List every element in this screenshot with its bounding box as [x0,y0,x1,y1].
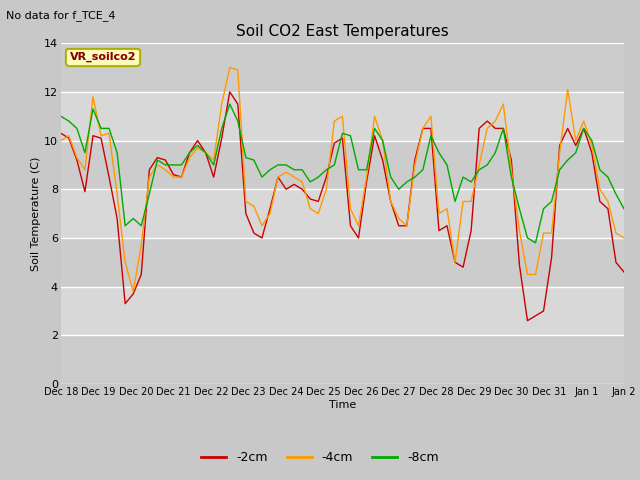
X-axis label: Time: Time [329,399,356,409]
-4cm [226,65,234,71]
-4cm [145,174,153,180]
Line: -2cm: -2cm [61,92,624,321]
Line: -4cm: -4cm [61,68,624,291]
-2cm [226,89,234,95]
-4cm [129,288,137,294]
Legend: -2cm, -4cm, -8cm: -2cm, -4cm, -8cm [196,446,444,469]
-4cm [73,155,81,160]
-4cm [347,206,355,212]
-4cm [580,118,588,124]
-8cm [226,101,234,107]
Bar [61,336,624,384]
-2cm [339,135,346,141]
-2cm [524,318,531,324]
-8cm [604,174,612,180]
-8cm [620,206,628,212]
-8cm [532,240,540,246]
-2cm [620,269,628,275]
Y-axis label: Soil Temperature (C): Soil Temperature (C) [31,156,41,271]
-2cm [403,223,411,228]
-8cm [403,179,411,185]
Bar [61,189,624,238]
-2cm [604,206,612,212]
-8cm [57,113,65,119]
-2cm [138,272,145,277]
Bar [61,43,624,92]
Bar [61,141,624,189]
-4cm [57,138,65,144]
-8cm [73,126,81,132]
-2cm [580,126,588,132]
-2cm [73,157,81,163]
Line: -8cm: -8cm [61,104,624,243]
Title: Soil CO2 East Temperatures: Soil CO2 East Temperatures [236,24,449,39]
-4cm [604,199,612,204]
-4cm [620,235,628,241]
Bar [61,287,624,336]
-8cm [138,223,145,228]
-2cm [57,131,65,136]
-8cm [580,126,588,132]
-4cm [411,162,419,168]
Bar [61,92,624,141]
Bar [61,238,624,287]
Text: No data for f_TCE_4: No data for f_TCE_4 [6,10,116,21]
Legend: VR_soilco2: VR_soilco2 [67,49,140,66]
-8cm [339,131,346,136]
